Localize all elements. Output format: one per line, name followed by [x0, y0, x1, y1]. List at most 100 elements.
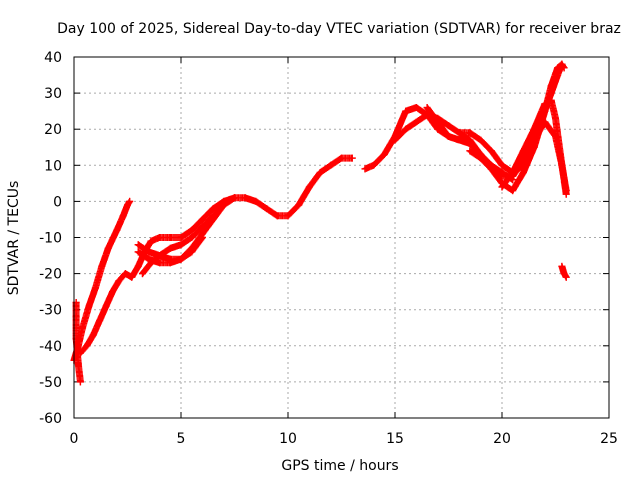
data-point — [177, 255, 185, 263]
y-tick-label: 40 — [44, 50, 62, 66]
data-point — [509, 187, 517, 195]
data-point — [156, 234, 164, 241]
data-point — [231, 194, 238, 202]
data-point — [166, 255, 174, 263]
data-point — [519, 169, 527, 177]
data-point — [402, 107, 410, 115]
data-point — [121, 270, 129, 278]
data-point — [284, 212, 292, 220]
data-point — [455, 129, 463, 137]
data-point — [558, 60, 566, 68]
data-point — [547, 82, 555, 90]
series-s12 — [558, 262, 570, 281]
x-tick-label: 20 — [493, 431, 511, 447]
y-tick-label: -50 — [39, 375, 62, 391]
data-point — [209, 205, 217, 213]
data-point — [252, 197, 260, 205]
data-point — [466, 140, 474, 148]
data-point — [91, 284, 99, 292]
x-tick-label: 0 — [70, 431, 79, 447]
y-tick-label: -10 — [39, 231, 62, 247]
data-point — [166, 234, 174, 241]
data-point — [134, 248, 142, 256]
data-point — [558, 262, 566, 270]
y-tick-label: -20 — [39, 267, 62, 283]
data-point — [327, 161, 335, 169]
data-point — [487, 147, 495, 155]
series-s11 — [498, 96, 570, 198]
data-point — [552, 114, 559, 122]
data-point — [316, 169, 324, 177]
data-point — [188, 226, 196, 234]
data-point — [412, 104, 420, 112]
y-tick-label: 10 — [44, 158, 62, 174]
data-point — [109, 288, 117, 296]
data-point — [391, 136, 399, 144]
data-point — [295, 201, 303, 209]
data-point — [263, 205, 271, 213]
plot-frame — [73, 56, 610, 419]
chart-title: Day 100 of 2025, Sidereal Day-to-day VTE… — [57, 21, 621, 37]
data-point — [156, 259, 164, 267]
data-point — [554, 64, 562, 72]
y-axis-label: SDTVAR / TECUs — [6, 181, 22, 296]
data-point — [423, 104, 431, 112]
data-point — [198, 215, 206, 223]
data-point — [241, 194, 249, 202]
x-tick-label: 25 — [600, 431, 618, 447]
data-point — [338, 154, 345, 162]
data-point — [541, 100, 549, 108]
data-point — [380, 150, 388, 158]
data-point — [562, 273, 570, 281]
data-point — [498, 183, 506, 191]
data-point — [547, 96, 555, 104]
y-tick-label: 0 — [53, 194, 62, 210]
data-point — [102, 302, 110, 310]
data-point — [138, 270, 146, 278]
data-point — [209, 215, 217, 223]
plot-area — [70, 60, 570, 386]
data-point — [498, 172, 506, 180]
data-point — [98, 262, 106, 270]
data-point — [145, 248, 153, 256]
data-point — [177, 234, 185, 241]
data-point — [477, 136, 485, 144]
data-point — [104, 244, 112, 252]
data-point — [198, 234, 206, 241]
data-point — [434, 118, 442, 126]
data-point — [177, 241, 185, 249]
y-tick-label: 20 — [44, 122, 62, 138]
data-point — [188, 234, 196, 241]
data-point — [119, 212, 127, 220]
data-point — [562, 190, 570, 198]
data-point — [445, 122, 452, 130]
data-point — [498, 161, 506, 169]
data-point — [124, 201, 131, 209]
y-tick-label: -60 — [39, 411, 62, 427]
data-point — [487, 165, 495, 173]
data-point — [96, 317, 104, 325]
data-point — [361, 165, 369, 173]
series-s2 — [76, 154, 356, 357]
data-point — [134, 262, 142, 270]
y-tick-label: 30 — [44, 86, 62, 102]
x-tick-label: 15 — [386, 431, 404, 447]
data-point — [305, 183, 313, 191]
data-point — [115, 277, 123, 285]
x-tick-label: 10 — [279, 431, 297, 447]
data-point — [519, 147, 527, 155]
data-point — [188, 248, 196, 256]
data-point — [466, 129, 474, 137]
data-point — [509, 169, 517, 177]
data-point — [558, 161, 566, 169]
series-s13 — [72, 298, 84, 386]
data-point — [402, 125, 410, 133]
data-point — [541, 118, 549, 126]
y-tick-label: -40 — [39, 339, 62, 355]
data-point — [273, 212, 281, 220]
data-point — [79, 324, 87, 332]
x-axis-label: GPS time / hours — [281, 458, 398, 474]
data-point — [477, 154, 485, 162]
